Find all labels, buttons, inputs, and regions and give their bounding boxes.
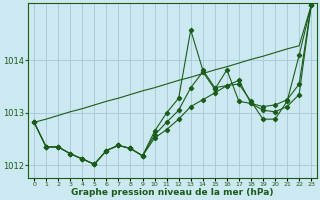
X-axis label: Graphe pression niveau de la mer (hPa): Graphe pression niveau de la mer (hPa) <box>71 188 274 197</box>
